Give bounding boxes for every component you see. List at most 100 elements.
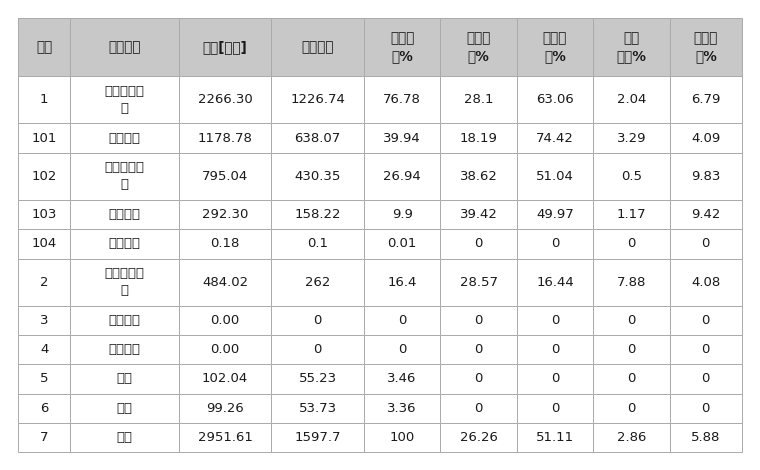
Text: 0: 0: [398, 343, 407, 356]
Text: 0: 0: [474, 373, 483, 385]
Bar: [440, 423, 517, 452]
Bar: [179, 393, 271, 423]
Bar: [18, 18, 70, 76]
Text: 金额[万元]: 金额[万元]: [203, 40, 248, 54]
Text: 价差调整: 价差调整: [109, 343, 141, 356]
Bar: [70, 364, 179, 393]
Text: 其中材
料%: 其中材 料%: [543, 31, 567, 63]
Bar: [70, 124, 179, 153]
Text: 0: 0: [627, 373, 635, 385]
Text: 0: 0: [551, 314, 559, 327]
Bar: [440, 335, 517, 364]
Text: 0.18: 0.18: [211, 237, 240, 251]
Text: 49.97: 49.97: [536, 208, 574, 221]
Bar: [179, 306, 271, 335]
Bar: [670, 393, 742, 423]
Text: 规费: 规费: [116, 373, 132, 385]
Text: 103: 103: [31, 208, 57, 221]
Bar: [593, 258, 670, 306]
Bar: [440, 364, 517, 393]
Bar: [364, 258, 440, 306]
Text: 5: 5: [40, 373, 49, 385]
Text: 55.23: 55.23: [299, 373, 337, 385]
Bar: [593, 423, 670, 452]
Bar: [440, 306, 517, 335]
Text: 1.17: 1.17: [616, 208, 646, 221]
Bar: [440, 229, 517, 258]
Bar: [18, 306, 70, 335]
Text: 0.1: 0.1: [307, 237, 328, 251]
Bar: [517, 306, 593, 335]
Text: 7: 7: [40, 431, 49, 444]
Bar: [440, 200, 517, 229]
Text: 38.62: 38.62: [460, 170, 498, 183]
Text: 0: 0: [627, 402, 635, 415]
Text: 0: 0: [551, 237, 559, 251]
Text: 2.86: 2.86: [616, 431, 646, 444]
Bar: [364, 200, 440, 229]
Bar: [179, 76, 271, 124]
Text: 26.94: 26.94: [383, 170, 421, 183]
Bar: [517, 200, 593, 229]
Bar: [271, 393, 364, 423]
Text: 0: 0: [551, 402, 559, 415]
Text: 0: 0: [398, 314, 407, 327]
Bar: [517, 76, 593, 124]
Bar: [364, 153, 440, 200]
Text: 292.30: 292.30: [202, 208, 249, 221]
Text: 5.88: 5.88: [691, 431, 720, 444]
Text: 100: 100: [389, 431, 415, 444]
Bar: [517, 364, 593, 393]
Text: 3.46: 3.46: [388, 373, 416, 385]
Text: 1597.7: 1597.7: [294, 431, 341, 444]
Text: 分部分项清
单: 分部分项清 单: [105, 85, 144, 115]
Text: 0: 0: [313, 314, 321, 327]
Text: 53.73: 53.73: [299, 402, 337, 415]
Bar: [271, 200, 364, 229]
Bar: [18, 76, 70, 124]
Text: 51.11: 51.11: [536, 431, 574, 444]
Bar: [179, 229, 271, 258]
Bar: [517, 153, 593, 200]
Bar: [271, 364, 364, 393]
Text: 0: 0: [474, 343, 483, 356]
Text: 1: 1: [40, 93, 49, 106]
Bar: [593, 18, 670, 76]
Text: 措施项目清
单: 措施项目清 单: [105, 267, 144, 297]
Bar: [517, 393, 593, 423]
Text: 单方造价: 单方造价: [302, 40, 334, 54]
Bar: [18, 393, 70, 423]
Bar: [179, 335, 271, 364]
Text: 2266.30: 2266.30: [198, 93, 252, 106]
Text: 0: 0: [551, 373, 559, 385]
Bar: [517, 18, 593, 76]
Bar: [364, 335, 440, 364]
Text: 18.19: 18.19: [460, 132, 498, 145]
Bar: [179, 200, 271, 229]
Bar: [179, 153, 271, 200]
Text: 4.09: 4.09: [691, 132, 720, 145]
Bar: [593, 335, 670, 364]
Bar: [271, 335, 364, 364]
Bar: [179, 258, 271, 306]
Bar: [271, 229, 364, 258]
Text: 土建工程: 土建工程: [109, 132, 141, 145]
Bar: [70, 153, 179, 200]
Text: 158.22: 158.22: [294, 208, 341, 221]
Bar: [18, 200, 70, 229]
Text: 合计: 合计: [116, 431, 132, 444]
Bar: [364, 423, 440, 452]
Text: 0: 0: [701, 237, 710, 251]
Text: 0.00: 0.00: [211, 314, 239, 327]
Text: 9.9: 9.9: [391, 208, 413, 221]
Bar: [70, 306, 179, 335]
Bar: [70, 200, 179, 229]
Text: 1226.74: 1226.74: [290, 93, 345, 106]
Bar: [70, 76, 179, 124]
Text: 0.00: 0.00: [211, 343, 239, 356]
Bar: [593, 306, 670, 335]
Text: 占总造
价%: 占总造 价%: [390, 31, 414, 63]
Text: 262: 262: [305, 276, 331, 289]
Bar: [593, 393, 670, 423]
Text: 484.02: 484.02: [202, 276, 249, 289]
